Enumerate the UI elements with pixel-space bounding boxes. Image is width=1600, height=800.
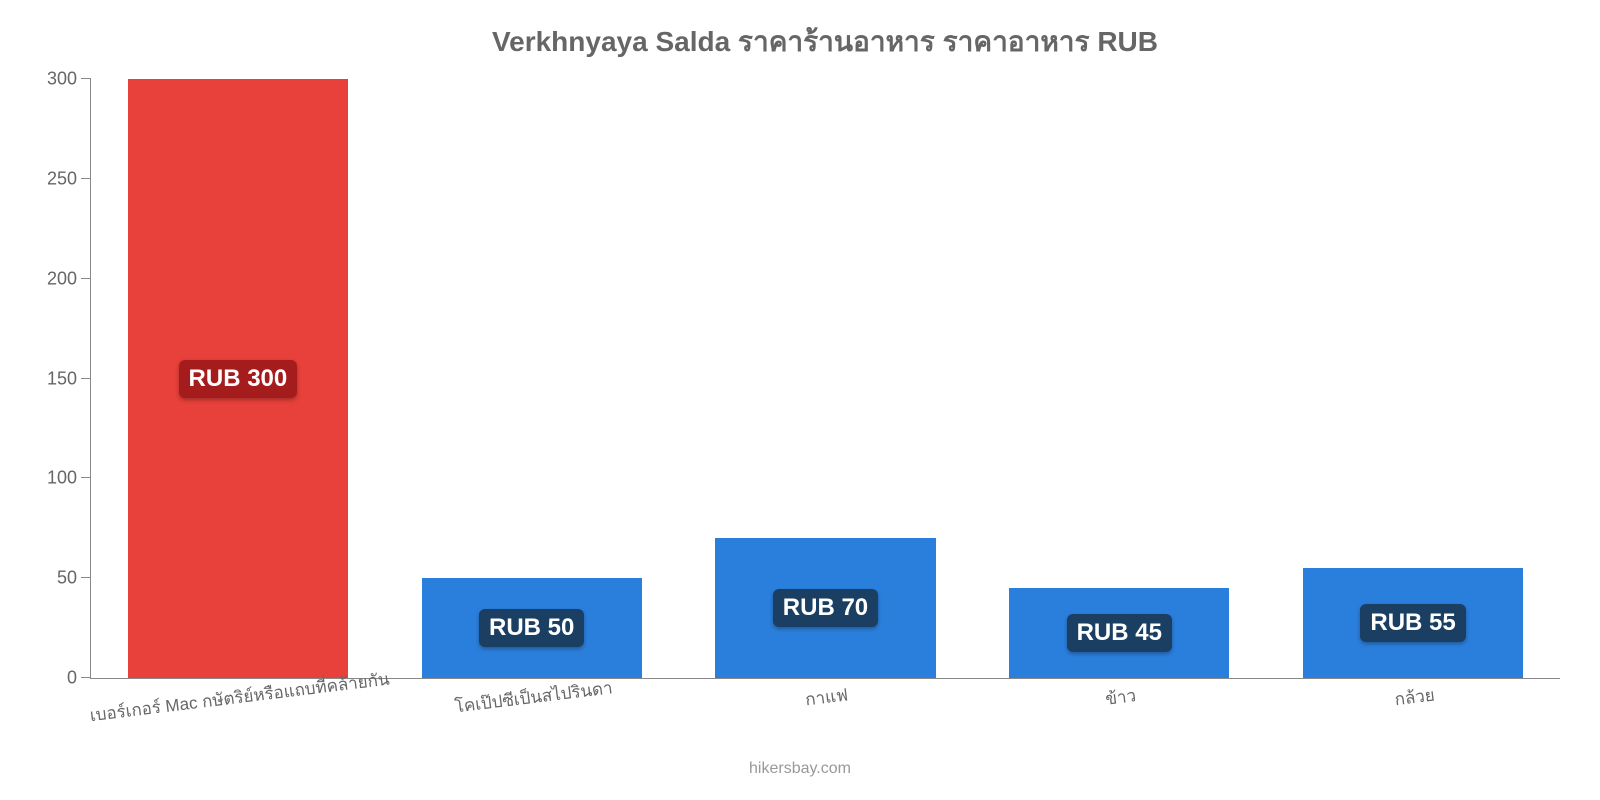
y-tick-label: 200 [47, 268, 77, 289]
bar-value-label: RUB 55 [1360, 604, 1465, 642]
bars-group: RUB 300 RUB 50 RUB 70 RUB 45 RUB 55 [91, 79, 1560, 678]
y-tick [81, 378, 91, 379]
y-tick [81, 477, 91, 478]
x-label: กาแฟ [804, 681, 850, 713]
x-label: โคเป๊ปซีเป็นสไปรินดา [453, 674, 614, 720]
bar-value-label: RUB 300 [179, 360, 298, 398]
y-tick-label: 100 [47, 468, 77, 489]
y-tick [81, 278, 91, 279]
x-label: กล้วย [1393, 682, 1436, 714]
bar: RUB 70 [715, 538, 935, 678]
bar-value-label: RUB 70 [773, 589, 878, 627]
y-tick-label: 0 [67, 668, 77, 689]
bar: RUB 50 [422, 578, 642, 678]
bar: RUB 300 [128, 79, 348, 678]
y-tick [81, 178, 91, 179]
chart-title: Verkhnyaya Salda ราคาร้านอาหาร ราคาอาหาร… [90, 20, 1560, 64]
bar-slot: RUB 45 [972, 79, 1266, 678]
bar-slot: RUB 70 [679, 79, 973, 678]
attribution-text: hikersbay.com [749, 760, 851, 778]
bar-slot: RUB 300 [91, 79, 385, 678]
bar: RUB 45 [1009, 588, 1229, 678]
y-tick-label: 150 [47, 368, 77, 389]
y-tick [81, 78, 91, 79]
plot-area: RUB 300RUB 50RUB 70RUB 45RUB 55 เบอร์เกอ… [90, 79, 1560, 679]
y-tick-label: 250 [47, 168, 77, 189]
bar-value-label: RUB 50 [479, 609, 584, 647]
y-tick-label: 300 [47, 69, 77, 90]
bar: RUB 55 [1303, 568, 1523, 678]
bar-slot: RUB 55 [1266, 79, 1560, 678]
y-tick [81, 677, 91, 678]
x-label: ข้าว [1104, 682, 1138, 713]
y-tick [81, 577, 91, 578]
y-tick-label: 50 [57, 568, 77, 589]
price-chart: Verkhnyaya Salda ราคาร้านอาหาร ราคาอาหาร… [0, 0, 1600, 800]
bar-slot: RUB 50 [385, 79, 679, 678]
bar-value-label: RUB 45 [1067, 614, 1172, 652]
